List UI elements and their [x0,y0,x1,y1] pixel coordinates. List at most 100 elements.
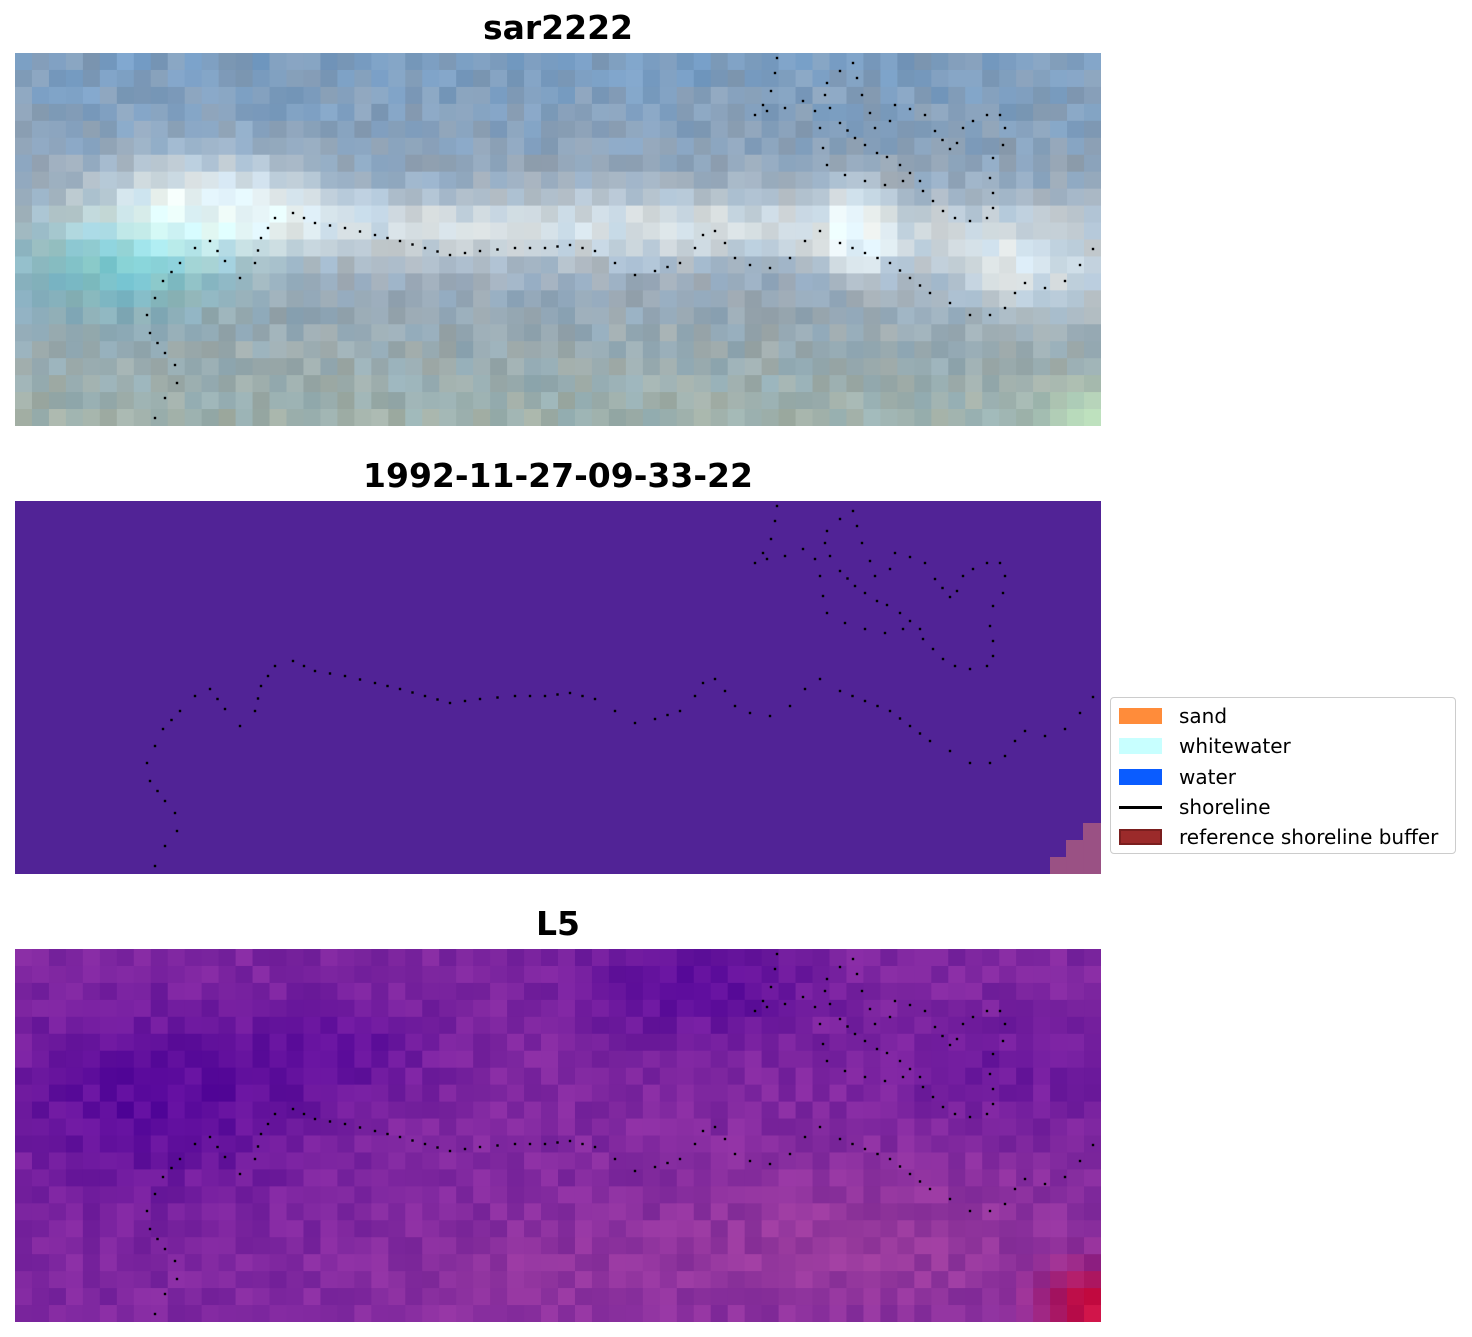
pixel [167,1118,186,1137]
shoreline-point [153,416,157,420]
pixel [1084,409,1101,426]
pixel [625,949,644,967]
pixel [914,1288,932,1306]
pixel [982,375,1000,393]
pixel [218,341,237,359]
pixel [541,1169,559,1187]
shoreline-point [873,1022,877,1026]
pixel [388,1101,406,1120]
pixel [897,53,915,71]
pixel [286,1305,305,1322]
pixel [507,1118,525,1137]
pixel [337,375,355,393]
pixel [422,103,440,122]
pixel [388,1084,406,1103]
pixel [863,256,882,275]
pixel [1067,1050,1085,1069]
pixel [574,1135,593,1154]
pixel [31,137,50,156]
shoreline-point [818,229,822,233]
pixel [15,1135,33,1154]
pixel [880,392,898,410]
pixel [235,222,254,241]
pixel [1084,205,1101,224]
pixel [795,205,814,224]
shoreline-point [193,246,197,250]
shoreline-point [883,1079,887,1083]
pixel [184,1305,203,1322]
pixel [320,409,339,426]
pixel [252,273,271,291]
pixel [269,965,288,984]
pixel [1084,1152,1101,1171]
pixel [15,273,33,291]
pixel [337,965,355,984]
pixel [897,205,915,224]
shoreline-point [769,537,773,541]
pixel [999,290,1017,308]
pixel [235,290,254,308]
pixel [625,1254,644,1272]
pixel [269,1288,288,1306]
pixel [761,137,780,156]
pixel [710,982,729,1001]
pixel [676,154,695,173]
pixel [676,1254,695,1272]
shoreline-point [153,1192,157,1196]
pixel [591,256,610,275]
pixel [659,239,678,258]
pixel [1067,120,1085,139]
pixel [65,205,84,224]
pixel [371,1118,389,1137]
pixel [863,1084,882,1103]
pixel [676,1084,695,1103]
shoreline-point [291,1107,295,1111]
pixel [99,103,118,122]
shoreline-point [901,1075,905,1079]
pixel [982,358,1000,376]
pixel [778,171,797,190]
shoreline-point [821,594,825,598]
pixel [693,205,712,224]
pixel [269,982,288,1001]
pixel [456,86,474,105]
pixel [693,1254,712,1272]
rgb-image [15,53,1101,426]
pixel [642,1118,661,1137]
pixel [507,290,525,308]
pixel [1050,965,1068,984]
pixel [744,188,763,207]
pixel [65,1305,84,1322]
shoreline-point [463,1147,467,1151]
pixel [235,307,254,325]
pixel [1084,222,1101,241]
pixel [422,273,440,291]
pixel [218,1084,237,1103]
pixel [982,1271,1000,1289]
pixel [965,1271,983,1289]
pixel [965,69,983,88]
pixel [82,154,101,173]
pixel [31,358,50,376]
shoreline-point [256,697,260,700]
pixel [965,1220,983,1238]
pixel [150,1288,169,1306]
pixel [456,1254,474,1272]
pixel [31,409,50,426]
pixel [863,1135,882,1154]
pixel [473,1237,491,1255]
pixel [303,1067,322,1086]
pixel [456,1237,474,1255]
shoreline-point [851,1142,854,1146]
pixel [1084,53,1101,71]
pixel [354,1254,372,1272]
pixel [625,1288,644,1306]
pixel [541,1152,559,1171]
pixel [337,205,355,224]
pixel [558,205,576,224]
pixel [744,290,763,308]
pixel [65,1186,84,1204]
pixel [65,1084,84,1103]
shoreline-point [838,965,842,969]
pixel [727,1186,746,1204]
